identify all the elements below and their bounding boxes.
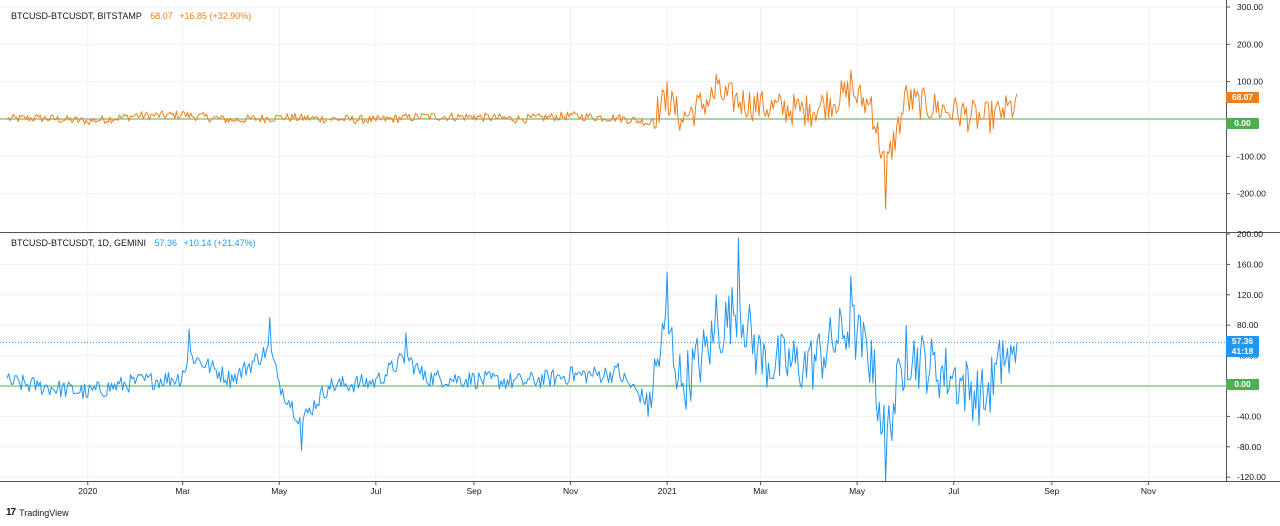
bottom-pane: 200.00160.00120.0080.0040.00-40.00-80.00… bbox=[0, 229, 1266, 482]
x-tick-label: May bbox=[849, 486, 866, 496]
top-pane-y-tick-label: 100.00 bbox=[1237, 77, 1263, 87]
bottom-pane-y-tick-label: -80.00 bbox=[1237, 442, 1261, 452]
x-tick-label: May bbox=[271, 486, 288, 496]
tradingview-watermark[interactable]: 17 TradingView bbox=[6, 507, 69, 518]
top-pane-grid bbox=[0, 6, 1226, 231]
bottom-pane-y-tick-label: 120.00 bbox=[1237, 290, 1263, 300]
x-tick-label: Mar bbox=[753, 486, 768, 496]
top-pane-series-line[interactable] bbox=[6, 70, 1018, 210]
bottom-pane-grid bbox=[0, 233, 1226, 481]
bottom-pane-countdown: 41:18 bbox=[1231, 346, 1254, 356]
top-pane-price-axis[interactable]: 300.00 200.00 100.00 -100.00 -200.00 bbox=[1226, 2, 1266, 199]
time-axis[interactable]: 2020 Mar May Jul Sep Nov 2021 Mar May Jul Sep Nov bbox=[78, 481, 1157, 496]
tradingview-logo-icon: 17 bbox=[6, 507, 16, 518]
tradingview-name: TradingView bbox=[19, 507, 69, 518]
top-pane-y-tick-label: -100.00 bbox=[1237, 151, 1266, 161]
x-tick-label: Sep bbox=[1044, 486, 1059, 496]
top-pane-zero-tag: 0.00 bbox=[1226, 118, 1259, 129]
bottom-pane-y-tick-label: 160.00 bbox=[1237, 259, 1263, 269]
top-pane-y-tick-label: 200.00 bbox=[1237, 39, 1263, 49]
top-pane-last-value: 68.07 bbox=[150, 11, 173, 21]
x-tick-label: Jul bbox=[948, 486, 959, 496]
x-tick-label: Mar bbox=[175, 486, 190, 496]
bottom-pane-series-line[interactable] bbox=[6, 237, 1018, 482]
bottom-pane-y-tick-label: -40.00 bbox=[1237, 411, 1261, 421]
bottom-pane-y-tick-label: 80.00 bbox=[1237, 320, 1259, 330]
top-pane-y-tick-label: 300.00 bbox=[1237, 2, 1263, 12]
bottom-pane-y-tick-label: 200.00 bbox=[1237, 229, 1263, 239]
bottom-pane-zero-tag: 0.00 bbox=[1226, 379, 1259, 390]
x-tick-label: 2020 bbox=[78, 486, 97, 496]
bottom-pane-y-tick-label: -120.00 bbox=[1237, 472, 1266, 482]
bottom-pane-legend[interactable]: BTCUSD-BTCUSDT, 1D, GEMINI 57.36 +10.14 … bbox=[11, 238, 256, 248]
x-tick-label: Nov bbox=[563, 486, 579, 496]
top-pane-price-tag: 68.07 bbox=[1226, 92, 1259, 103]
top-pane-legend[interactable]: BTCUSD-BTCUSDT, BITSTAMP 68.07 +16.85 (+… bbox=[11, 11, 251, 21]
bottom-pane-change: +10.14 (+21.47%) bbox=[183, 238, 256, 248]
x-tick-label: 2021 bbox=[658, 486, 677, 496]
top-pane-y-tick-label: -200.00 bbox=[1237, 189, 1266, 199]
top-pane-change: +16.85 (+32.90%) bbox=[179, 11, 252, 21]
top-pane-symbol: BTCUSD-BTCUSDT, BITSTAMP bbox=[11, 11, 142, 21]
x-tick-label: Sep bbox=[466, 486, 481, 496]
top-pane: 300.00 200.00 100.00 -100.00 -200.00 bbox=[0, 2, 1266, 231]
x-tick-label: Nov bbox=[1141, 486, 1157, 496]
bottom-pane-price-tag: 57.36 41:18 bbox=[1226, 336, 1259, 357]
x-tick-label: Jul bbox=[370, 486, 381, 496]
bottom-pane-symbol: BTCUSD-BTCUSDT, 1D, GEMINI bbox=[11, 238, 147, 248]
bottom-pane-price-tag-value: 57.36 bbox=[1231, 336, 1254, 346]
bottom-pane-last-value: 57.36 bbox=[154, 238, 178, 248]
